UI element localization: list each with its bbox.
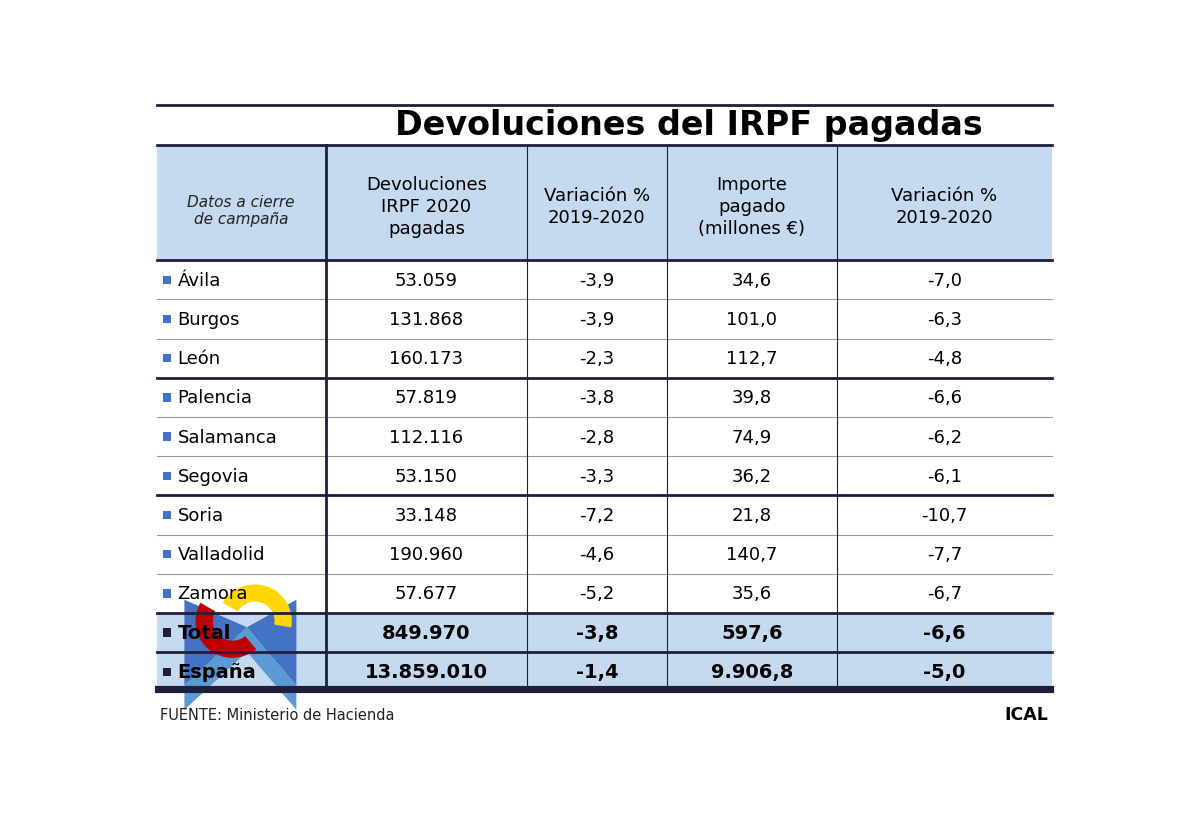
Text: 13.859.010: 13.859.010: [364, 662, 488, 681]
Bar: [163, 472, 171, 480]
Bar: [163, 393, 171, 402]
Text: Salamanca: Salamanca: [178, 428, 277, 446]
Text: Palencia: Palencia: [178, 389, 252, 407]
Polygon shape: [184, 628, 296, 710]
Text: -1,4: -1,4: [575, 662, 618, 681]
Text: Datos a cierre
de campaña: Datos a cierre de campaña: [187, 195, 295, 227]
Bar: [163, 551, 171, 559]
Text: León: León: [178, 349, 220, 368]
Text: 21,8: 21,8: [732, 507, 772, 524]
Text: -6,6: -6,6: [923, 623, 966, 643]
Text: 9.906,8: 9.906,8: [711, 662, 793, 681]
Bar: [163, 354, 171, 363]
Text: 34,6: 34,6: [732, 272, 772, 290]
Bar: [163, 590, 171, 598]
Text: -6,3: -6,3: [927, 310, 962, 329]
Text: 35,6: 35,6: [732, 585, 772, 603]
Text: -7,2: -7,2: [579, 507, 614, 524]
Bar: [157, 614, 1052, 652]
Text: 36,2: 36,2: [732, 467, 772, 485]
Text: FUENTE: Ministerio de Hacienda: FUENTE: Ministerio de Hacienda: [160, 707, 394, 722]
Text: -3,9: -3,9: [579, 310, 614, 329]
Wedge shape: [223, 585, 292, 628]
Text: Devoluciones
IRPF 2020
pagadas: Devoluciones IRPF 2020 pagadas: [365, 176, 487, 238]
Text: 57.677: 57.677: [395, 585, 457, 603]
Text: -5,2: -5,2: [579, 585, 614, 603]
Text: 190.960: 190.960: [389, 546, 463, 564]
Text: Soria: Soria: [178, 507, 224, 524]
Text: 131.868: 131.868: [389, 310, 463, 329]
Text: 53.059: 53.059: [395, 272, 457, 290]
Text: 74,9: 74,9: [732, 428, 772, 446]
Bar: [157, 652, 1052, 691]
Text: Importe
pagado
(millones €): Importe pagado (millones €): [698, 176, 805, 238]
Text: Variación %
2019-2020: Variación % 2019-2020: [891, 187, 997, 227]
Text: 140,7: 140,7: [726, 546, 778, 564]
Text: 849.970: 849.970: [382, 623, 470, 643]
Text: -3,8: -3,8: [575, 623, 618, 643]
Text: Total: Total: [178, 623, 231, 643]
Text: -2,3: -2,3: [579, 349, 614, 368]
Bar: [163, 277, 171, 285]
Text: Valladolid: Valladolid: [178, 546, 265, 564]
Bar: [163, 667, 171, 676]
Text: Zamora: Zamora: [178, 585, 248, 603]
Text: -2,8: -2,8: [579, 428, 614, 446]
Text: 33.148: 33.148: [395, 507, 457, 524]
Text: -6,7: -6,7: [927, 585, 962, 603]
Text: 160.173: 160.173: [389, 349, 463, 368]
Text: Segovia: Segovia: [178, 467, 249, 485]
Bar: [157, 146, 1052, 261]
Text: -6,1: -6,1: [927, 467, 962, 485]
Text: 112,7: 112,7: [726, 349, 778, 368]
Text: 53.150: 53.150: [395, 467, 457, 485]
Text: -7,0: -7,0: [927, 272, 962, 290]
Text: Variación %
2019-2020: Variación % 2019-2020: [544, 187, 650, 227]
Text: 57.819: 57.819: [395, 389, 457, 407]
Text: -3,3: -3,3: [579, 467, 614, 485]
Wedge shape: [196, 603, 256, 658]
Text: 112.116: 112.116: [389, 428, 463, 446]
Text: Ávila: Ávila: [178, 272, 220, 290]
Text: 101,0: 101,0: [726, 310, 777, 329]
Text: -5,0: -5,0: [923, 662, 966, 681]
Text: -10,7: -10,7: [921, 507, 968, 524]
Text: -6,2: -6,2: [927, 428, 962, 446]
Text: Burgos: Burgos: [178, 310, 241, 329]
Text: 597,6: 597,6: [722, 623, 783, 643]
Bar: [163, 628, 171, 637]
Text: 39,8: 39,8: [732, 389, 772, 407]
Text: -4,8: -4,8: [927, 349, 962, 368]
Text: ICAL: ICAL: [1005, 705, 1048, 724]
Text: Devoluciones del IRPF pagadas: Devoluciones del IRPF pagadas: [395, 109, 982, 142]
Bar: [163, 511, 171, 520]
Text: -4,6: -4,6: [579, 546, 614, 564]
Text: -3,8: -3,8: [579, 389, 614, 407]
Bar: [163, 315, 171, 324]
Polygon shape: [184, 600, 296, 686]
Text: -3,9: -3,9: [579, 272, 614, 290]
Text: -7,7: -7,7: [927, 546, 962, 564]
Text: España: España: [178, 662, 256, 681]
Text: -6,6: -6,6: [927, 389, 962, 407]
Bar: [163, 433, 171, 441]
